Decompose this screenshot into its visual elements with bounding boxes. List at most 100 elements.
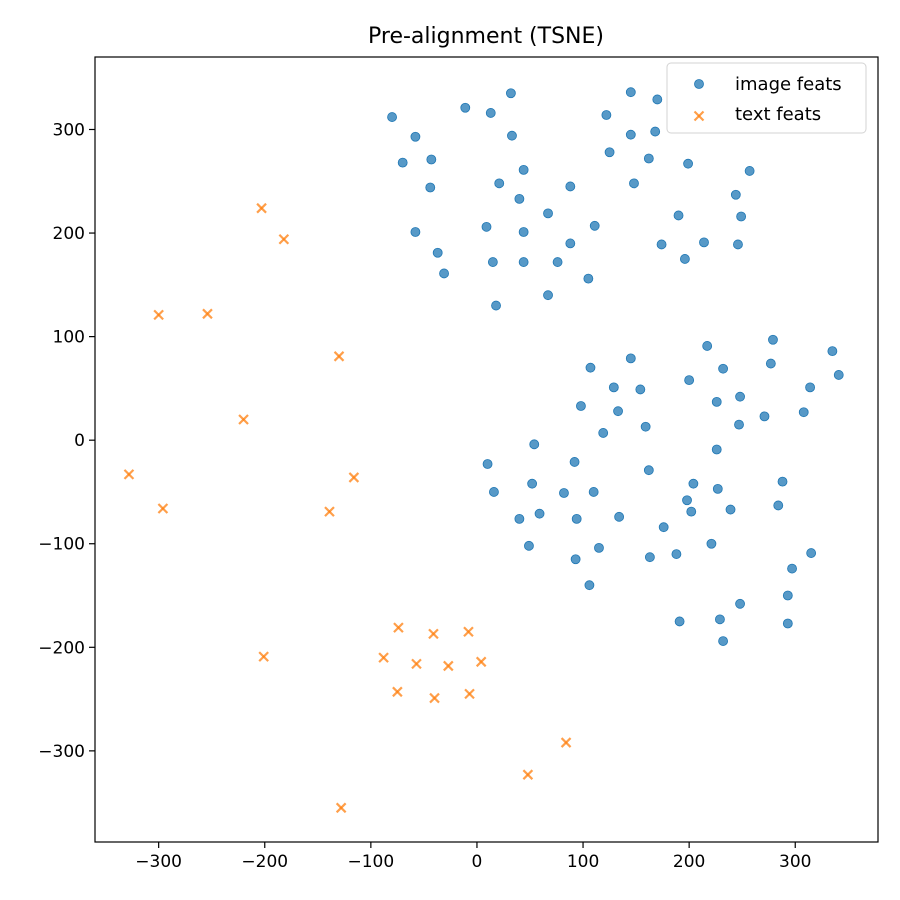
- image-feats-point: [706, 538, 717, 549]
- image-feats-point: [524, 540, 534, 551]
- image-feats-point: [759, 411, 770, 422]
- y-tick-label: 200: [53, 224, 85, 244]
- image-feats-point: [805, 382, 815, 393]
- image-feats-point: [765, 358, 776, 369]
- image-feats-point: [735, 598, 745, 609]
- y-tick-label: 300: [53, 120, 85, 140]
- text-feats-point: [278, 233, 290, 245]
- image-feats-point: [640, 421, 651, 432]
- image-feats-point: [777, 476, 788, 487]
- image-feats-point: [583, 273, 594, 284]
- image-feats-point: [588, 487, 599, 497]
- text-feats-point: [378, 652, 389, 663]
- image-feats-point: [684, 375, 695, 386]
- x-tick-label: 200: [673, 852, 705, 872]
- image-feats-point: [397, 157, 408, 168]
- image-feats-point: [744, 166, 755, 176]
- image-feats-point: [798, 407, 809, 418]
- image-feats-point: [543, 208, 553, 219]
- image-feats-point: [787, 563, 797, 574]
- image-feats-point: [782, 590, 793, 601]
- image-feats-point: [673, 210, 684, 221]
- image-feats-point: [644, 552, 655, 563]
- y-axis: −300 −200 −100 0 100 200 300: [38, 120, 95, 762]
- image-feats-point: [711, 444, 722, 455]
- image-feats-point: [527, 478, 538, 489]
- image-feats-point: [736, 211, 747, 222]
- x-tick-label: −300: [135, 852, 182, 872]
- image-feats-point: [782, 618, 793, 629]
- image-feats-point: [460, 102, 471, 113]
- image-feats-point: [594, 542, 604, 553]
- text-feats-point: [123, 469, 135, 480]
- text-feats-point: [157, 503, 169, 514]
- plot-background: [95, 57, 878, 842]
- image-feats-point: [702, 341, 713, 351]
- image-feats-point: [625, 87, 636, 98]
- image-feats-point: [833, 370, 844, 380]
- image-feats-point: [487, 257, 498, 267]
- image-feats-point: [432, 247, 443, 258]
- x-tick-label: 100: [567, 852, 599, 872]
- text-feats-point: [335, 802, 347, 814]
- image-feats-point: [514, 513, 525, 524]
- chart-title: Pre-alignment (TSNE): [368, 24, 604, 49]
- image-feats-point: [625, 353, 636, 364]
- image-feats-point: [682, 495, 692, 506]
- image-feats-point: [570, 554, 581, 565]
- image-feats-point: [543, 290, 553, 301]
- image-feats-point: [718, 363, 728, 374]
- image-feats-point: [481, 221, 492, 232]
- image-feats-point: [598, 428, 609, 438]
- image-feats-point: [576, 401, 586, 411]
- image-feats-point: [589, 220, 600, 231]
- image-feats-point: [715, 614, 725, 625]
- image-feats-point: [518, 227, 529, 237]
- image-feats-point: [656, 239, 667, 250]
- image-feats-point: [601, 110, 612, 120]
- image-feats-point: [680, 254, 690, 264]
- text-feats-point: [443, 660, 454, 672]
- text-feats-point: [393, 622, 404, 633]
- text-feats-point: [348, 472, 360, 483]
- text-feats-point: [153, 309, 164, 321]
- image-feats-point: [426, 154, 437, 165]
- image-feats-point: [565, 238, 576, 249]
- image-feats-point: [730, 189, 741, 200]
- image-feats-point: [489, 487, 499, 497]
- y-tick-label: −200: [38, 638, 85, 658]
- image-feats-point: [643, 153, 654, 164]
- text-feats-point: [463, 626, 474, 638]
- image-feats-point: [565, 181, 576, 192]
- image-feats-point: [485, 108, 496, 118]
- image-feats-point: [650, 126, 661, 137]
- image-feats-point: [806, 548, 817, 558]
- text-feats-point: [428, 628, 439, 640]
- image-feats-point: [635, 384, 646, 395]
- image-feats-point: [613, 406, 623, 417]
- image-feats-point: [625, 129, 636, 140]
- image-feats-point: [585, 362, 596, 373]
- legend-box: [666, 62, 867, 134]
- image-feats-point: [518, 257, 529, 267]
- image-feats-point: [494, 178, 505, 189]
- image-feats-point: [571, 513, 582, 524]
- image-feats-point: [671, 549, 682, 559]
- image-feats-point: [482, 459, 493, 469]
- x-tick-label: −100: [348, 852, 395, 872]
- x-tick-label: −200: [241, 852, 288, 872]
- image-feats-point: [773, 500, 784, 511]
- text-feats-point: [324, 506, 335, 517]
- points-layer: [123, 87, 844, 814]
- text-feats-point: [411, 658, 422, 670]
- legend-label-image-feats: image feats: [735, 74, 842, 95]
- image-feats-point: [735, 391, 745, 402]
- image-feats-point: [734, 419, 744, 430]
- legend-marker-text-feats: [693, 110, 705, 122]
- image-feats-point: [699, 237, 709, 248]
- legend-label-text-feats: text feats: [735, 104, 821, 125]
- image-feats-point: [604, 147, 615, 158]
- image-feats-point: [629, 178, 639, 189]
- text-feats-point: [238, 414, 249, 425]
- plot-area: [94, 56, 879, 843]
